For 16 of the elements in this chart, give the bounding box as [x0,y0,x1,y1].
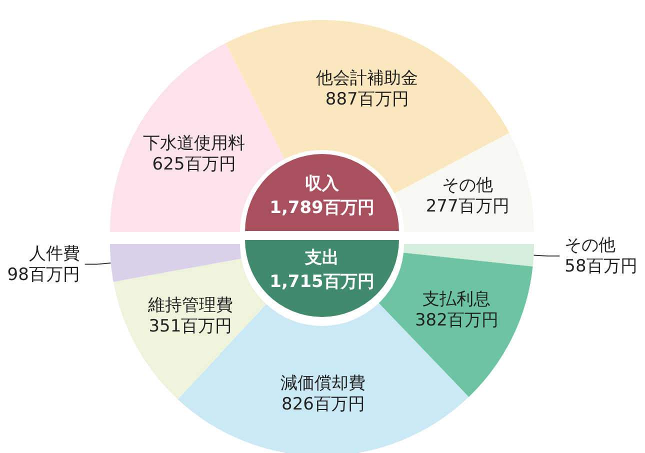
data-label: 826百万円 [282,394,365,414]
slice-label: 人件費 [28,244,80,264]
data-label: 98百万円 [7,264,80,285]
slice-label: 減価償却費 [280,373,366,394]
data-label: 58百万円 [564,256,638,276]
slice-label: 下水道使用料 [143,133,246,154]
slice-label: その他 [442,175,494,196]
slice-label: 支払利息 [422,290,491,310]
data-label: 277百万円 [426,196,510,216]
data-label: 625百万円 [152,154,236,174]
data-label: 382百万円 [414,310,498,331]
slice-label: その他 [564,236,616,256]
data-label: 887百万円 [325,89,409,110]
data-label: 351百万円 [148,316,232,337]
slice-label: 他会計補助金 [316,68,418,88]
slice-label: 維持管理費 [146,296,233,316]
